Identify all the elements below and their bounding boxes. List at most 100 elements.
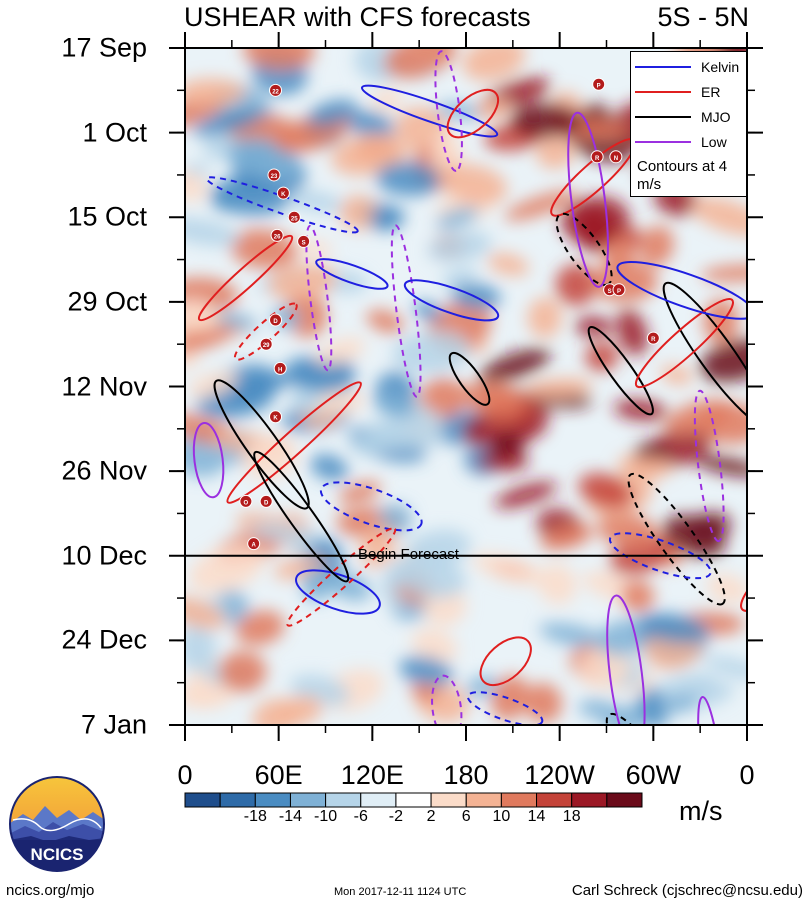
wave-contour: [233, 302, 298, 361]
wave-contour: [634, 298, 734, 389]
field-blob: [616, 309, 648, 356]
colorbar-swatch: [360, 792, 397, 808]
field-blob: [660, 365, 693, 385]
storm-marker-label: O: [244, 500, 249, 506]
field-blob: [185, 217, 240, 247]
storm-marker-label: H: [278, 367, 282, 373]
wave-contour: [192, 421, 225, 499]
storm-marker: A: [247, 537, 261, 551]
storm-marker: R: [590, 150, 604, 164]
colorbar-swatch: [219, 792, 256, 808]
wave-contour: [616, 260, 747, 320]
storm-marker: 26: [270, 228, 284, 242]
field-blob: [218, 651, 267, 693]
field-blob: [471, 553, 548, 586]
storm-marker-label: D: [264, 500, 269, 506]
field-blob: [185, 298, 221, 331]
field-blob: [487, 252, 530, 276]
field-blob: [504, 190, 577, 221]
colorbar-tick-label: 2: [426, 808, 436, 825]
field-blob: [235, 610, 285, 646]
footer-author: Carl Schreck (cjschrec@ncsu.edu): [571, 882, 803, 899]
field-blob: [366, 309, 405, 334]
field-blob: [704, 655, 747, 680]
field-blob: [706, 573, 747, 604]
wave-contour: [390, 224, 422, 398]
chart-title: USHEAR with CFS forecasts: [184, 2, 531, 32]
field-blob: [479, 348, 551, 383]
field-blob: [597, 513, 660, 549]
field-blob: [369, 206, 406, 229]
legend: Kelvin ER MJO Low Contours at 4 m/s: [630, 51, 747, 197]
x-tick-label: 180: [443, 760, 489, 790]
wave-contour: [627, 472, 726, 606]
y-axis-ticks: [169, 47, 763, 726]
y-tick-label: 29 Oct: [67, 286, 147, 317]
field-blob: [700, 264, 747, 282]
field-blob: [185, 170, 209, 202]
field-blob: [185, 596, 226, 630]
colorbar-tick-label: 6: [461, 808, 471, 825]
wave-contour: [286, 527, 397, 627]
field-blob: [476, 452, 530, 472]
colorbar-tick-label: -14: [278, 808, 303, 825]
storm-marker: P: [612, 283, 626, 297]
y-tick-label: 10 Dec: [61, 540, 147, 571]
colorbar-swatch: [465, 792, 502, 808]
kelvin-swatch: [635, 66, 691, 68]
legend-label: MJO: [701, 109, 731, 125]
colorbar-swatch: [254, 792, 291, 808]
wave-contour: [606, 594, 646, 725]
wave-contour: [315, 258, 389, 290]
colorbar-swatch: [500, 792, 538, 808]
storm-marker: 25: [287, 210, 301, 224]
legend-item-kelvin: Kelvin: [635, 57, 739, 77]
wave-contour: [360, 84, 499, 138]
field-blob: [578, 646, 631, 689]
colorbar-tick-label: -2: [388, 808, 404, 825]
field-blob: [339, 194, 379, 230]
storm-marker-label: N: [614, 156, 618, 162]
field-blob: [413, 301, 443, 321]
field-blob: [314, 337, 365, 366]
field-blob: [383, 48, 457, 79]
colorbar-unit: m/s: [679, 796, 723, 826]
field-blob: [317, 389, 365, 415]
storm-marker: K: [269, 410, 283, 424]
field-blob: [420, 377, 467, 418]
field-blob: [188, 371, 239, 398]
wave-contour: [466, 691, 544, 725]
field-blob: [441, 268, 478, 289]
wave-contour: [197, 234, 294, 322]
field-blob: [527, 297, 562, 339]
field-blob: [698, 403, 747, 445]
wave-contour: [213, 379, 310, 510]
storm-marker-label: 22: [272, 89, 279, 95]
field-blob: [242, 48, 315, 71]
wave-contour: [403, 279, 500, 322]
ncics-logo: NCICS: [9, 776, 105, 872]
mjo-swatch: [635, 116, 691, 118]
y-tick-label: 15 Oct: [67, 201, 147, 232]
storm-marker-label: D: [273, 319, 278, 325]
field-blob: [475, 97, 512, 119]
field-blob: [301, 568, 332, 602]
colorbar-swatch: [536, 792, 573, 808]
storm-marker-label: K: [273, 416, 278, 422]
field-blob: [345, 110, 395, 139]
field-blob: [242, 435, 298, 480]
field-blob: [267, 264, 338, 300]
storm-marker-label: K: [281, 192, 286, 198]
field-blob: [691, 197, 747, 236]
wave-contour: [319, 481, 423, 532]
storm-marker: O: [239, 494, 253, 508]
wave-contour: [608, 532, 712, 580]
begin-forecast-label: Begin Forecast: [358, 545, 459, 563]
wave-contour: [253, 450, 350, 583]
field-blob: [276, 695, 323, 725]
storm-marker: 23: [267, 168, 281, 182]
field-blob: [494, 481, 557, 509]
colorbar-tick-label: -10: [314, 808, 338, 825]
field-blob: [578, 472, 633, 510]
contour-note: Contours at 4 m/s: [637, 158, 728, 193]
